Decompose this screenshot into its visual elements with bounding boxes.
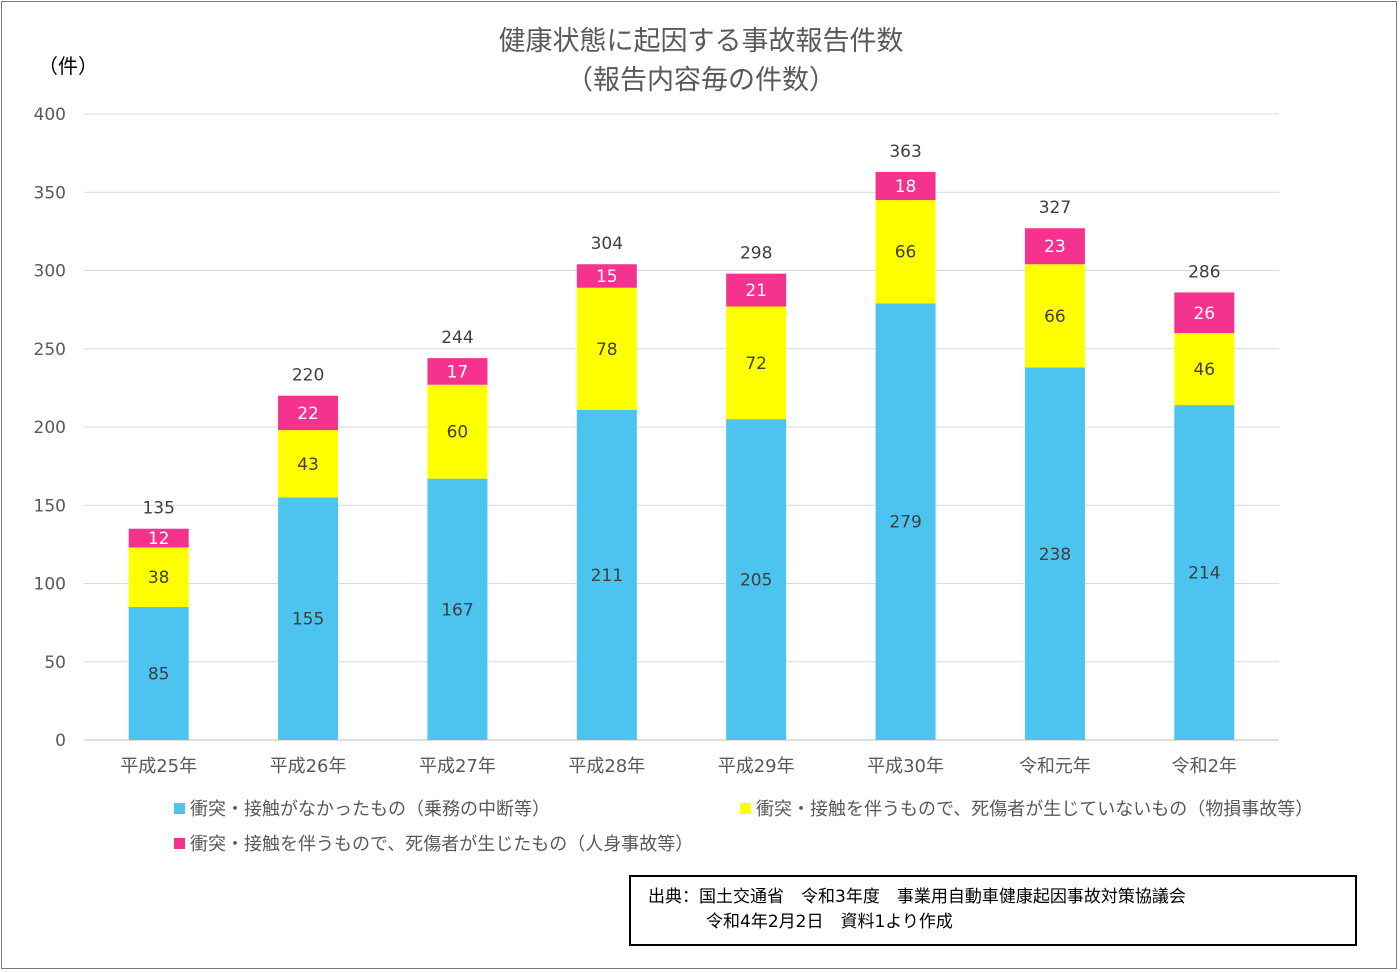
data-label: 46	[1193, 360, 1215, 380]
y-axis-tick-labels: 0 50 100 150 200 250 300 350 400	[34, 105, 66, 751]
bar-segment	[427, 384, 488, 479]
data-label: 23	[1044, 237, 1066, 257]
x-tick-label: 令和元年	[1019, 756, 1091, 777]
y-tick-label: 300	[34, 262, 66, 282]
y-axis-unit-label: （件）	[38, 54, 98, 78]
bar-segment	[576, 409, 637, 740]
data-label: 72	[745, 354, 767, 374]
bar-segment	[278, 430, 339, 498]
chart-subtitle: （報告内容毎の件数）	[566, 65, 836, 96]
total-label: 298	[740, 244, 772, 264]
bar-segment	[427, 358, 488, 385]
gridlines	[84, 113, 1279, 741]
bar-segment	[427, 478, 488, 740]
y-tick-label: 150	[34, 496, 66, 516]
data-label: 26	[1193, 304, 1215, 324]
y-tick-label: 200	[34, 418, 66, 438]
x-tick-label: 平成30年	[867, 756, 944, 777]
y-tick-label: 0	[55, 731, 66, 751]
y-tick-label: 350	[34, 183, 66, 203]
bar-segment	[1174, 405, 1235, 740]
bar-segment	[128, 547, 189, 607]
x-tick-label: 平成25年	[120, 756, 197, 777]
bar-segment	[1174, 292, 1235, 334]
bar-segment	[128, 606, 189, 740]
x-tick-label: 平成27年	[419, 756, 496, 777]
bar-segment	[576, 287, 637, 410]
data-label: 17	[447, 362, 469, 382]
bar-segment	[875, 200, 936, 304]
bar-segment	[278, 497, 339, 740]
bar-segment	[875, 303, 936, 740]
bar-segment	[1024, 228, 1085, 265]
data-label: 15	[596, 267, 618, 287]
data-label: 22	[297, 404, 319, 424]
bar-segment	[278, 395, 339, 431]
data-label: 85	[148, 664, 170, 684]
source-line-1: 出典：国土交通省 令和3年度 事業用自動車健康起因事故対策協議会	[648, 887, 1186, 907]
y-tick-label: 400	[34, 105, 66, 125]
bars: 85 38 12 135 155 43 22 220 167 60 17 244 211 78 15 304 2…	[128, 142, 1235, 740]
legend-entry: 衝突・接触を伴うもので、死傷者が生じたもの（人身事故等）	[190, 834, 693, 855]
bar-segment	[726, 273, 787, 307]
bar-segment	[875, 171, 936, 201]
data-label: 279	[889, 513, 921, 533]
bar-segment	[726, 306, 787, 420]
data-label: 66	[1044, 307, 1066, 327]
x-tick-label: 令和2年	[1172, 756, 1237, 777]
legend-swatch	[174, 803, 185, 814]
total-label: 220	[292, 366, 324, 386]
x-tick-label: 平成26年	[270, 756, 347, 777]
x-tick-label: 平成29年	[718, 756, 795, 777]
y-tick-label: 250	[34, 340, 66, 360]
bar-segment	[128, 528, 189, 548]
data-label: 60	[447, 423, 469, 443]
data-label: 155	[292, 610, 324, 630]
source-line-2: 令和4年2月2日 資料1より作成	[706, 912, 953, 932]
total-label: 244	[441, 328, 473, 348]
data-label: 78	[596, 340, 618, 360]
data-label: 238	[1039, 545, 1071, 565]
data-label: 167	[441, 600, 473, 620]
x-tick-label: 平成28年	[568, 756, 645, 777]
data-label: 38	[148, 568, 170, 588]
data-label: 43	[297, 455, 319, 475]
y-tick-label: 50	[44, 653, 66, 673]
data-label: 18	[895, 177, 917, 197]
bar-segment	[1024, 264, 1085, 368]
bar-segment	[1024, 367, 1085, 740]
total-label: 286	[1188, 262, 1220, 282]
y-tick-label: 100	[34, 575, 66, 595]
total-label: 327	[1039, 198, 1071, 218]
legend-entry: 衝突・接触を伴うもので、死傷者が生じていないもの（物損事故等）	[756, 799, 1313, 820]
data-label: 205	[740, 571, 772, 591]
legend-swatch	[174, 838, 185, 849]
data-label: 211	[591, 566, 623, 586]
bar-segment	[576, 264, 637, 288]
total-label: 363	[889, 142, 921, 162]
data-label: 21	[745, 281, 767, 301]
total-label: 135	[142, 499, 174, 519]
legend: 衝突・接触がなかったもの（乗務の中断等） 衝突・接触を伴うもので、死傷者が生じてい…	[174, 799, 1313, 855]
source-note: 出典：国土交通省 令和3年度 事業用自動車健康起因事故対策協議会 令和4年2月2…	[629, 875, 1357, 946]
data-label: 12	[148, 529, 170, 549]
bar-segment	[1174, 333, 1235, 406]
total-label: 304	[591, 234, 623, 254]
legend-entry: 衝突・接触がなかったもの（乗務の中断等）	[190, 799, 550, 820]
data-label: 214	[1188, 564, 1220, 584]
x-axis-tick-labels: 平成25年 平成26年 平成27年 平成28年 平成29年 平成30年 令和元年 令和2年	[120, 756, 1237, 777]
bar-segment	[726, 419, 787, 740]
chart-title: 健康状態に起因する事故報告件数	[499, 26, 904, 57]
data-label: 66	[895, 243, 917, 263]
legend-swatch	[740, 803, 751, 814]
